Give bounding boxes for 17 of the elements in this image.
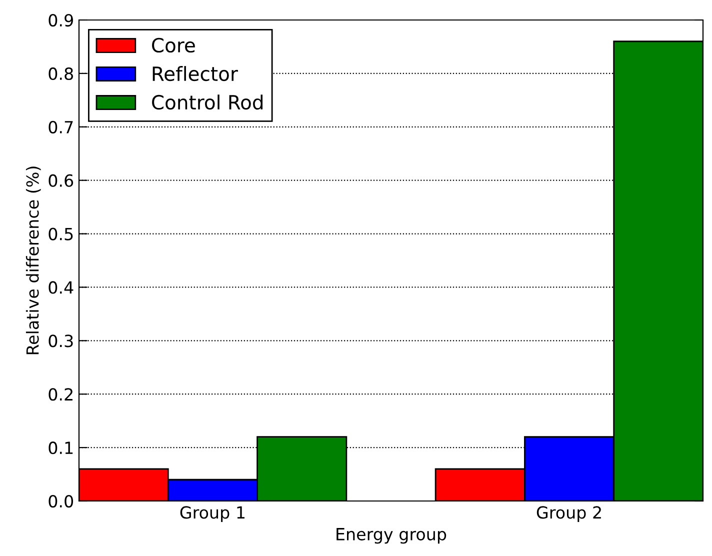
y-tick-label: 0.9 bbox=[48, 14, 73, 27]
y-axis-title: Relative difference (%) bbox=[26, 166, 41, 354]
x-tick-label: Group 2 bbox=[536, 506, 601, 522]
y-tick-label: 0.5 bbox=[48, 228, 73, 240]
x-tick-label: Group 1 bbox=[180, 506, 244, 522]
y-tick-label: 0.2 bbox=[48, 388, 72, 401]
legend-label: Core bbox=[152, 38, 195, 53]
legend-label: Reflector bbox=[152, 66, 238, 82]
y-tick-label: 0.8 bbox=[48, 67, 73, 80]
y-tick-label: 0.0 bbox=[48, 494, 74, 508]
y-tick-label: 0.1 bbox=[48, 442, 73, 454]
y-tick-label: 0.4 bbox=[48, 281, 74, 294]
y-tick-label: 0.6 bbox=[48, 174, 74, 187]
legend-label: Control Rod bbox=[152, 94, 263, 110]
y-tick-label: 0.3 bbox=[48, 334, 73, 348]
y-tick-label: 0.7 bbox=[48, 120, 73, 134]
x-axis-title: Energy group bbox=[336, 528, 446, 544]
